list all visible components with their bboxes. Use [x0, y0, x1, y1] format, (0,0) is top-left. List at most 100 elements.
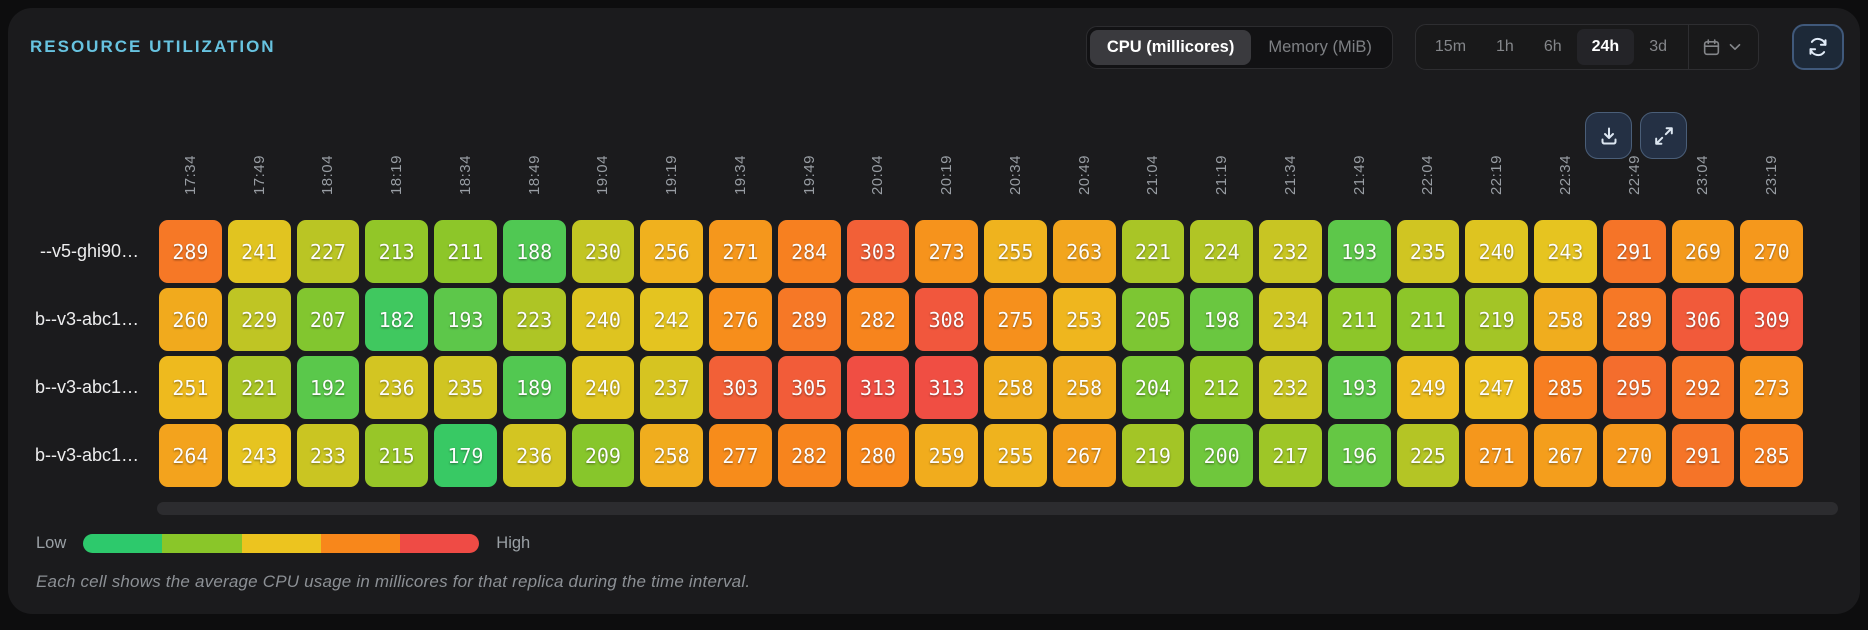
heatmap-cell[interactable]: 221	[1121, 220, 1185, 283]
time-range-option[interactable]: 24h	[1576, 29, 1635, 65]
heatmap-cell[interactable]: 193	[434, 288, 497, 351]
heatmap-cell[interactable]: 258	[1052, 356, 1116, 419]
heatmap-cell[interactable]: 182	[365, 288, 428, 351]
heatmap-cell[interactable]: 308	[915, 288, 978, 351]
heatmap-cell[interactable]: 256	[640, 220, 703, 283]
heatmap-cell[interactable]: 234	[1259, 288, 1322, 351]
heatmap-cell[interactable]: 188	[502, 220, 566, 283]
heatmap-cell[interactable]: 255	[984, 220, 1047, 283]
heatmap-cell[interactable]: 227	[296, 220, 360, 283]
time-range-option[interactable]: 6h	[1543, 38, 1562, 55]
heatmap-cell[interactable]: 217	[1259, 424, 1322, 487]
heatmap-cell[interactable]: 285	[1534, 356, 1597, 419]
heatmap-cell[interactable]: 255	[984, 424, 1047, 487]
heatmap-cell[interactable]: 285	[1740, 424, 1803, 487]
heatmap-cell[interactable]: 179	[434, 424, 497, 487]
heatmap-cell[interactable]: 224	[1190, 220, 1253, 283]
heatmap-cell[interactable]: 211	[1396, 288, 1460, 351]
heatmap-cell[interactable]: 271	[1465, 424, 1528, 487]
heatmap-cell[interactable]: 303	[709, 356, 772, 419]
heatmap-cell[interactable]: 235	[1396, 220, 1460, 283]
heatmap-cell[interactable]: 247	[1465, 356, 1528, 419]
calendar-button[interactable]	[1689, 38, 1754, 57]
heatmap-cell[interactable]: 240	[571, 356, 635, 419]
heatmap-cell[interactable]: 258	[984, 356, 1047, 419]
download-button[interactable]	[1585, 112, 1632, 159]
heatmap-cell[interactable]: 258	[1534, 288, 1597, 351]
heatmap-cell[interactable]: 240	[1465, 220, 1528, 283]
heatmap-cell[interactable]: 193	[1327, 220, 1391, 283]
heatmap-cell[interactable]: 282	[846, 288, 910, 351]
heatmap-cell[interactable]: 219	[1121, 424, 1185, 487]
heatmap-cell[interactable]: 193	[1327, 356, 1391, 419]
heatmap-cell[interactable]: 204	[1121, 356, 1185, 419]
heatmap-cell[interactable]: 223	[502, 288, 566, 351]
heatmap-cell[interactable]: 313	[915, 356, 978, 419]
horizontal-scrollbar[interactable]	[157, 502, 1838, 515]
heatmap-cell[interactable]: 280	[846, 424, 910, 487]
heatmap-cell[interactable]: 237	[640, 356, 703, 419]
heatmap-cell[interactable]: 243	[1534, 220, 1597, 283]
heatmap-cell[interactable]: 273	[1740, 356, 1803, 419]
heatmap-cell[interactable]: 232	[1259, 220, 1322, 283]
heatmap-cell[interactable]: 229	[227, 288, 291, 351]
heatmap-cell[interactable]: 292	[1671, 356, 1735, 419]
heatmap-cell[interactable]: 270	[1740, 220, 1803, 283]
heatmap-cell[interactable]: 192	[296, 356, 360, 419]
heatmap-cell[interactable]: 243	[227, 424, 291, 487]
heatmap-cell[interactable]: 198	[1190, 288, 1253, 351]
time-range-option[interactable]: 3d	[1649, 38, 1667, 55]
heatmap-cell[interactable]: 232	[1259, 356, 1322, 419]
expand-button[interactable]	[1640, 112, 1687, 159]
heatmap-cell[interactable]: 269	[1671, 220, 1735, 283]
heatmap-cell[interactable]: 230	[571, 220, 635, 283]
heatmap-cell[interactable]: 189	[502, 356, 566, 419]
heatmap-cell[interactable]: 253	[1052, 288, 1116, 351]
heatmap-cell[interactable]: 289	[777, 288, 841, 351]
heatmap-cell[interactable]: 295	[1602, 356, 1666, 419]
heatmap-cell[interactable]: 241	[227, 220, 291, 283]
time-range-option[interactable]: 1h	[1496, 38, 1514, 55]
heatmap-cell[interactable]: 242	[640, 288, 703, 351]
heatmap-cell[interactable]: 271	[709, 220, 772, 283]
heatmap-cell[interactable]: 277	[709, 424, 772, 487]
heatmap-cell[interactable]: 273	[915, 220, 978, 283]
heatmap-cell[interactable]: 305	[777, 356, 841, 419]
heatmap-cell[interactable]: 209	[571, 424, 635, 487]
heatmap-cell[interactable]: 225	[1396, 424, 1460, 487]
heatmap-cell[interactable]: 235	[434, 356, 497, 419]
heatmap-cell[interactable]: 309	[1740, 288, 1803, 351]
heatmap-cell[interactable]: 200	[1190, 424, 1253, 487]
heatmap-cell[interactable]: 289	[159, 220, 222, 283]
heatmap-cell[interactable]: 205	[1121, 288, 1185, 351]
heatmap-cell[interactable]: 282	[777, 424, 841, 487]
heatmap-cell[interactable]: 240	[571, 288, 635, 351]
heatmap-cell[interactable]: 291	[1671, 424, 1735, 487]
mode-toggle-option[interactable]: Memory (MiB)	[1268, 37, 1372, 56]
heatmap-cell[interactable]: 219	[1465, 288, 1528, 351]
heatmap-cell[interactable]: 251	[159, 356, 222, 419]
heatmap-cell[interactable]: 289	[1602, 288, 1666, 351]
heatmap-cell[interactable]: 211	[1327, 288, 1391, 351]
heatmap-cell[interactable]: 215	[365, 424, 428, 487]
heatmap-cell[interactable]: 306	[1671, 288, 1735, 351]
heatmap-cell[interactable]: 196	[1327, 424, 1391, 487]
mode-toggle-option[interactable]: CPU (millicores)	[1089, 29, 1252, 65]
heatmap-cell[interactable]: 212	[1190, 356, 1253, 419]
heatmap-cell[interactable]: 213	[365, 220, 428, 283]
heatmap-cell[interactable]: 249	[1396, 356, 1460, 419]
heatmap-cell[interactable]: 303	[846, 220, 910, 283]
heatmap-cell[interactable]: 259	[915, 424, 978, 487]
refresh-button[interactable]	[1792, 24, 1844, 70]
heatmap-cell[interactable]: 211	[434, 220, 497, 283]
heatmap-cell[interactable]: 221	[227, 356, 291, 419]
heatmap-cell[interactable]: 313	[846, 356, 910, 419]
heatmap-cell[interactable]: 236	[502, 424, 566, 487]
heatmap-cell[interactable]: 263	[1052, 220, 1116, 283]
time-range-option[interactable]: 15m	[1434, 38, 1467, 55]
heatmap-cell[interactable]: 270	[1602, 424, 1666, 487]
heatmap-cell[interactable]: 275	[984, 288, 1047, 351]
heatmap-cell[interactable]: 260	[159, 288, 222, 351]
heatmap-cell[interactable]: 258	[640, 424, 703, 487]
heatmap-cell[interactable]: 264	[159, 424, 222, 487]
